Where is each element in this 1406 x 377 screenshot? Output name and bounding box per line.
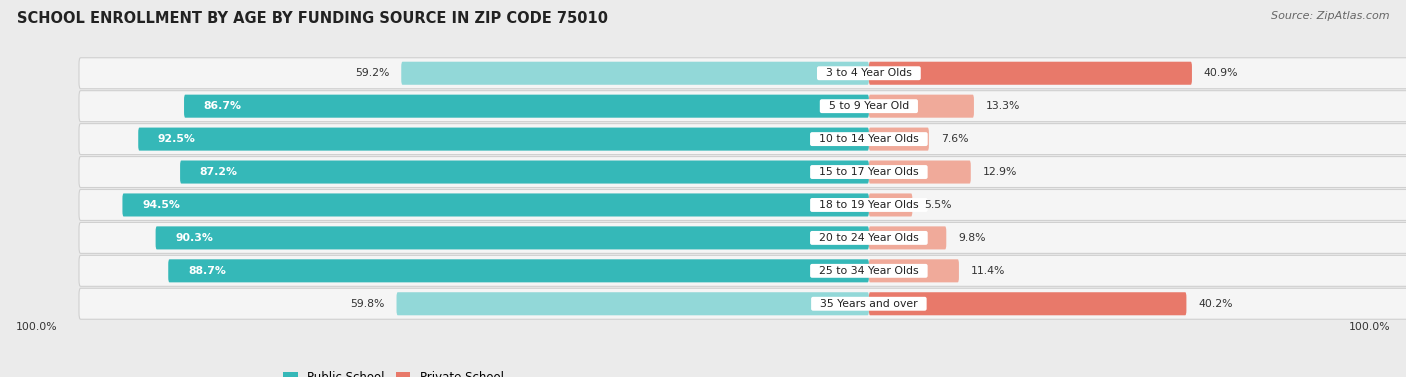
Text: 13.3%: 13.3% (986, 101, 1021, 111)
Text: 3 to 4 Year Olds: 3 to 4 Year Olds (818, 68, 918, 78)
Text: 59.2%: 59.2% (356, 68, 389, 78)
Text: 40.9%: 40.9% (1204, 68, 1239, 78)
FancyBboxPatch shape (869, 161, 970, 184)
Text: SCHOOL ENROLLMENT BY AGE BY FUNDING SOURCE IN ZIP CODE 75010: SCHOOL ENROLLMENT BY AGE BY FUNDING SOUR… (17, 11, 607, 26)
Text: 5 to 9 Year Old: 5 to 9 Year Old (821, 101, 915, 111)
Legend: Public School, Private School: Public School, Private School (278, 366, 509, 377)
Text: 11.4%: 11.4% (970, 266, 1005, 276)
FancyBboxPatch shape (79, 288, 1406, 319)
Text: 86.7%: 86.7% (204, 101, 242, 111)
FancyBboxPatch shape (869, 127, 929, 151)
Text: 18 to 19 Year Olds: 18 to 19 Year Olds (813, 200, 925, 210)
FancyBboxPatch shape (122, 193, 869, 216)
Text: 12.9%: 12.9% (983, 167, 1017, 177)
Text: 7.6%: 7.6% (941, 134, 969, 144)
Text: 92.5%: 92.5% (157, 134, 195, 144)
Text: 25 to 34 Year Olds: 25 to 34 Year Olds (813, 266, 925, 276)
FancyBboxPatch shape (869, 62, 1192, 85)
FancyBboxPatch shape (79, 58, 1406, 89)
FancyBboxPatch shape (79, 91, 1406, 122)
Text: 87.2%: 87.2% (200, 167, 238, 177)
FancyBboxPatch shape (869, 95, 974, 118)
FancyBboxPatch shape (869, 292, 1187, 315)
Text: 5.5%: 5.5% (924, 200, 952, 210)
FancyBboxPatch shape (79, 190, 1406, 221)
Text: 15 to 17 Year Olds: 15 to 17 Year Olds (813, 167, 925, 177)
FancyBboxPatch shape (79, 124, 1406, 155)
Text: 20 to 24 Year Olds: 20 to 24 Year Olds (813, 233, 925, 243)
FancyBboxPatch shape (869, 259, 959, 282)
Text: 10 to 14 Year Olds: 10 to 14 Year Olds (813, 134, 925, 144)
Text: 90.3%: 90.3% (176, 233, 214, 243)
FancyBboxPatch shape (79, 222, 1406, 253)
Text: 59.8%: 59.8% (350, 299, 385, 309)
FancyBboxPatch shape (396, 292, 869, 315)
FancyBboxPatch shape (79, 255, 1406, 286)
Text: 94.5%: 94.5% (142, 200, 180, 210)
FancyBboxPatch shape (169, 259, 869, 282)
FancyBboxPatch shape (138, 127, 869, 151)
Text: 35 Years and over: 35 Years and over (813, 299, 925, 309)
Text: Source: ZipAtlas.com: Source: ZipAtlas.com (1271, 11, 1389, 21)
Text: 40.2%: 40.2% (1198, 299, 1233, 309)
FancyBboxPatch shape (401, 62, 869, 85)
FancyBboxPatch shape (869, 193, 912, 216)
Text: 100.0%: 100.0% (1348, 322, 1391, 333)
FancyBboxPatch shape (156, 226, 869, 250)
FancyBboxPatch shape (184, 95, 869, 118)
Text: 88.7%: 88.7% (188, 266, 226, 276)
FancyBboxPatch shape (869, 226, 946, 250)
FancyBboxPatch shape (79, 156, 1406, 187)
Text: 100.0%: 100.0% (15, 322, 58, 333)
Text: 9.8%: 9.8% (957, 233, 986, 243)
FancyBboxPatch shape (180, 161, 869, 184)
